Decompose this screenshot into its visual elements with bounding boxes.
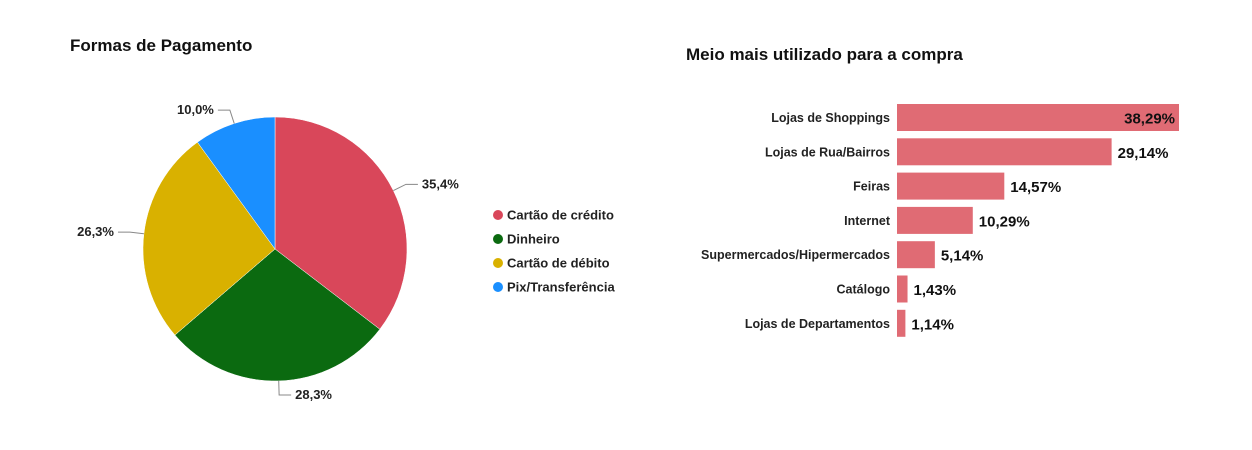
pie-leader-line xyxy=(117,231,144,235)
bar-value-label: 5,14% xyxy=(941,248,984,265)
bar-value-label: 14,57% xyxy=(1010,179,1061,196)
legend-marker xyxy=(493,234,503,244)
legend-marker xyxy=(493,258,503,268)
bar-category-label: Lojas de Rua/Bairros xyxy=(765,145,890,159)
legend-item-label: Dinheiro xyxy=(507,232,560,247)
pie-leader-line xyxy=(278,380,292,396)
bar[interactable] xyxy=(897,138,1112,166)
pie-leader-line xyxy=(393,183,418,192)
legend-marker xyxy=(493,282,503,292)
legend-marker xyxy=(493,210,503,220)
bar-category-label: Internet xyxy=(844,214,891,228)
pie-value-label: 35,4% xyxy=(422,176,459,191)
pie-slice-dinheiro[interactable] xyxy=(174,248,381,382)
pie-leader-line xyxy=(217,109,235,124)
legend-item-label: Pix/Transferência xyxy=(507,280,615,295)
pie-slice-pix-transferencia[interactable] xyxy=(197,116,276,250)
pie-value-label: 28,3% xyxy=(295,387,332,402)
bar-category-label: Lojas de Shoppings xyxy=(771,111,890,125)
bar-category-label: Lojas de Departamentos xyxy=(745,317,890,331)
payment-methods-pie-panel: Formas de Pagamento 35,4% 28,3% 26,3% 10,0%… xyxy=(70,36,615,402)
bar-value-label: 10,29% xyxy=(979,213,1030,230)
pie-value-label: 26,3% xyxy=(77,224,114,239)
bar-value-label: 38,29% xyxy=(1124,111,1175,128)
legend-item-label: Cartão de débito xyxy=(507,256,610,271)
purchase-channel-bar-chart: Lojas de Shoppings 38,29% Lojas de Rua/Bai… xyxy=(701,104,1179,337)
bar-value-label: 1,43% xyxy=(914,282,957,299)
bar[interactable] xyxy=(897,241,935,269)
bar-value-label: 29,14% xyxy=(1118,145,1169,162)
bar-category-label: Catálogo xyxy=(837,283,891,297)
bar-chart-title: Meio mais utilizado para a compra xyxy=(686,45,963,64)
pie-value-label: 10,0% xyxy=(177,102,214,117)
purchase-channel-bar-panel: Meio mais utilizado para a compra Lojas … xyxy=(640,0,1252,450)
bar[interactable] xyxy=(897,172,1005,200)
bar-category-label: Feiras xyxy=(853,180,890,194)
payment-methods-pie-chart: 35,4% 28,3% 26,3% 10,0% Cartão de crédito Din… xyxy=(77,102,615,402)
bar-category-label: Supermercados/Hipermercados xyxy=(701,248,890,262)
bar[interactable] xyxy=(897,309,906,337)
bar[interactable] xyxy=(897,104,1179,131)
pie-slice-cartao-de-credito[interactable] xyxy=(274,116,408,330)
bar[interactable] xyxy=(897,275,908,303)
bar[interactable] xyxy=(897,206,973,234)
pie-slice-cartao-de-debito[interactable] xyxy=(142,141,276,336)
bar-value-label: 1,14% xyxy=(911,316,954,333)
pie-chart-title: Formas de Pagamento xyxy=(70,36,253,55)
legend-item-label: Cartão de crédito xyxy=(507,208,614,223)
